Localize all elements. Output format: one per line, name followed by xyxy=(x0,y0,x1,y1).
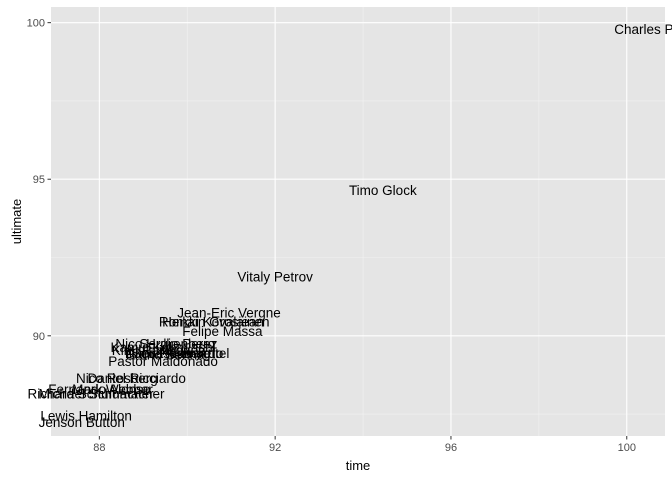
point-label: Jenson Button xyxy=(39,415,125,430)
point-label: Michael Schumacher xyxy=(39,387,166,402)
point-label: Fernando Alonso xyxy=(48,382,150,397)
point-label: Nico Rosberg xyxy=(76,371,158,386)
x-tick-label: 88 xyxy=(93,442,105,454)
point-label: Richard Schumacher xyxy=(28,387,155,402)
point-label: Kamui Kobayashi xyxy=(111,340,216,355)
point-label: Kimi Räikkönen xyxy=(112,343,206,358)
point-label: Charles Pic xyxy=(614,22,672,37)
point-label: Daniel Ricciardo xyxy=(125,346,223,361)
point-label: Daniel Ricciardo xyxy=(88,371,186,386)
point-label: Sebastian Vettel xyxy=(132,346,230,361)
minor-gridlines xyxy=(51,7,665,436)
point-label: Heikki Kovalainen xyxy=(162,315,269,330)
y-tick-label: 95 xyxy=(33,174,45,186)
point-label: Jean-Eric Vergne xyxy=(177,305,281,320)
point-label: Vitaly Petrov xyxy=(237,269,313,284)
point-label: Sergio Perez xyxy=(139,337,217,352)
y-axis-title: ultimate xyxy=(9,199,24,245)
point-label: Nico Rosberg xyxy=(129,346,211,361)
plot-panel xyxy=(51,7,665,436)
x-tick-label: 96 xyxy=(445,442,457,454)
x-tick-label: 92 xyxy=(269,442,281,454)
axis-ticks: 88 92 96 100 90 95 100 xyxy=(27,18,636,454)
point-label: Bruno Senna xyxy=(126,348,205,363)
x-axis-title: time xyxy=(346,458,371,473)
x-tick-label: 100 xyxy=(618,442,636,454)
point-label: Romain Grosjean xyxy=(159,315,264,330)
point-label: Nico Hulkenberg xyxy=(115,337,215,352)
y-tick-label: 90 xyxy=(33,331,45,343)
point-label: Pastor Maldonado xyxy=(108,354,218,369)
major-gridlines xyxy=(51,7,665,436)
point-label: Timo Glock xyxy=(349,183,417,198)
point-label: Felipe Massa xyxy=(182,324,263,339)
point-label: Lewis Hamilton xyxy=(40,409,132,424)
y-tick-label: 100 xyxy=(27,18,45,30)
point-labels: Charles Pic Timo Glock Vitaly Petrov Jean-E… xyxy=(28,22,672,430)
point-label: Mark Webber xyxy=(72,382,153,397)
